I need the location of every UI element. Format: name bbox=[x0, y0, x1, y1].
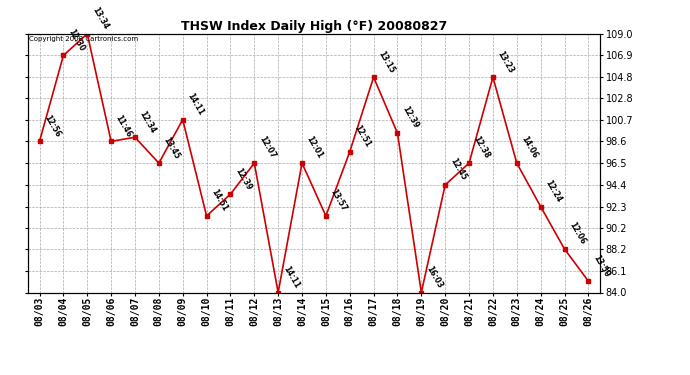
Text: 12:39: 12:39 bbox=[233, 166, 253, 191]
Text: 12:06: 12:06 bbox=[567, 221, 587, 246]
Text: 12:38: 12:38 bbox=[472, 135, 492, 160]
Text: 12:07: 12:07 bbox=[257, 135, 277, 160]
Text: 12:30: 12:30 bbox=[66, 27, 86, 53]
Text: 13:15: 13:15 bbox=[376, 49, 396, 75]
Text: Copyright 2008 Cartronics.com: Copyright 2008 Cartronics.com bbox=[29, 36, 138, 42]
Text: 13:50: 13:50 bbox=[591, 253, 611, 278]
Text: 12:56: 12:56 bbox=[42, 113, 62, 139]
Text: 13:57: 13:57 bbox=[328, 188, 348, 213]
Text: 12:01: 12:01 bbox=[305, 135, 325, 160]
Text: 11:46: 11:46 bbox=[114, 113, 134, 139]
Text: 12:24: 12:24 bbox=[544, 178, 563, 204]
Text: 12:34: 12:34 bbox=[138, 109, 157, 135]
Text: 13:45: 13:45 bbox=[161, 135, 181, 160]
Text: 14:11: 14:11 bbox=[281, 264, 301, 290]
Text: 14:06: 14:06 bbox=[520, 135, 540, 160]
Text: 12:39: 12:39 bbox=[400, 105, 420, 130]
Text: 16:03: 16:03 bbox=[424, 264, 444, 290]
Text: 12:51: 12:51 bbox=[353, 124, 373, 149]
Title: THSW Index Daily High (°F) 20080827: THSW Index Daily High (°F) 20080827 bbox=[181, 20, 447, 33]
Text: 13:23: 13:23 bbox=[495, 49, 515, 75]
Text: 12:45: 12:45 bbox=[448, 157, 468, 182]
Text: 14:51: 14:51 bbox=[209, 188, 229, 213]
Text: 13:34: 13:34 bbox=[90, 6, 110, 31]
Text: 14:11: 14:11 bbox=[186, 92, 206, 117]
